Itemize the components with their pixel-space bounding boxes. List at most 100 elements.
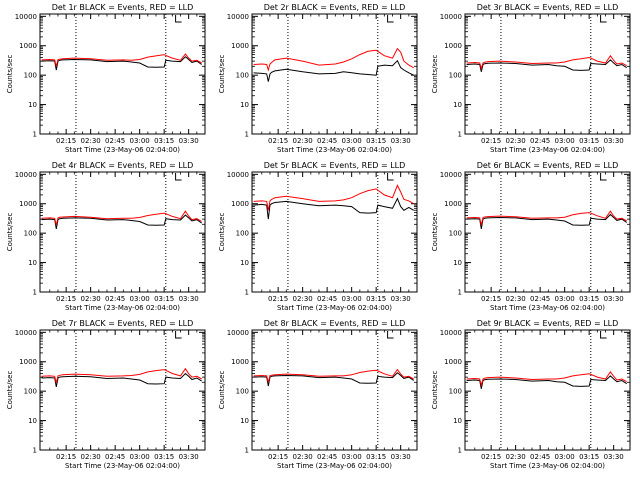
y-axis-label: Counts/sec — [218, 371, 226, 410]
x-axis-label: Start Time (23-May-06 02:04:00) — [490, 146, 605, 154]
y-axis-label: Counts/sec — [6, 371, 14, 410]
y-axis-label: Counts/sec — [431, 55, 439, 94]
y-axis-label: Counts/sec — [218, 55, 226, 94]
series-line-lld — [253, 184, 414, 211]
chart-panel-1: Det 1r BLACK = Events, RED = LLD 1 10 100 10… — [6, 3, 206, 154]
x-tick-label: 03:30 — [604, 295, 624, 303]
bracket-marker — [600, 15, 607, 23]
y-tick-label: 1 — [458, 447, 462, 455]
y-tick-label: 10 — [28, 259, 37, 267]
y-tick-label: 1000 — [444, 358, 462, 366]
x-axis-label: Start Time (23-May-06 02:04:00) — [65, 462, 180, 470]
bracket-marker — [387, 173, 394, 181]
x-axis-label: Start Time (23-May-06 02:04:00) — [277, 304, 392, 312]
y-tick-label: 100 — [449, 72, 462, 80]
x-tick-label: 03:00 — [555, 453, 575, 461]
x-tick-label: 03:15 — [579, 453, 599, 461]
x-tick-label: 02:45 — [317, 453, 337, 461]
plot-frame — [251, 13, 418, 135]
x-tick-label: 02:45 — [530, 453, 550, 461]
y-tick-label: 1 — [458, 289, 462, 297]
y-tick-label: 10000 — [440, 171, 462, 179]
panel-title: Det 7r BLACK = Events, RED = LLD — [52, 319, 194, 328]
y-tick-label: 10000 — [15, 171, 37, 179]
x-tick-label: 03:00 — [342, 137, 362, 145]
y-tick-label: 1000 — [444, 200, 462, 208]
chart-panel-8: Det 8r BLACK = Events, RED = LLD 1 10 100 10… — [218, 319, 418, 470]
y-axis-label: Counts/sec — [6, 213, 14, 252]
y-tick-label: 10 — [240, 417, 249, 425]
series-line-lld — [253, 47, 414, 72]
x-tick-label: 03:30 — [391, 453, 411, 461]
y-tick-label: 10 — [28, 101, 37, 109]
y-tick-label: 10000 — [227, 329, 249, 337]
x-tick-label: 03:15 — [154, 295, 174, 303]
plot-frame — [464, 13, 631, 135]
x-tick-label: 02:45 — [317, 295, 337, 303]
y-tick-label: 1000 — [19, 42, 37, 50]
y-tick-label: 10 — [453, 259, 462, 267]
x-axis-label: Start Time (23-May-06 02:04:00) — [277, 462, 392, 470]
y-tick-label: 1000 — [19, 358, 37, 366]
x-tick-label: 03:15 — [579, 137, 599, 145]
chart-panel-9: Det 9r BLACK = Events, RED = LLD 1 10 100 10… — [431, 319, 631, 470]
x-tick-label: 03:15 — [366, 295, 386, 303]
plot-frame — [464, 171, 631, 293]
bracket-marker — [387, 331, 394, 339]
x-tick-label: 02:30 — [293, 137, 313, 145]
chart-panel-4: Det 4r BLACK = Events, RED = LLD 1 10 100 10… — [6, 161, 206, 312]
plot-frame — [39, 13, 206, 135]
y-tick-label: 1000 — [19, 200, 37, 208]
plot-frame — [251, 329, 418, 451]
chart-panel-6: Det 6r BLACK = Events, RED = LLD 1 10 100 10… — [431, 161, 631, 312]
x-tick-label: 03:00 — [130, 295, 150, 303]
y-tick-label: 1000 — [231, 200, 249, 208]
y-tick-label: 100 — [236, 388, 249, 396]
series-line-lld — [466, 210, 627, 226]
panel-title: Det 2r BLACK = Events, RED = LLD — [264, 3, 406, 12]
panel-title: Det 6r BLACK = Events, RED = LLD — [477, 161, 619, 170]
chart-panel-7: Det 7r BLACK = Events, RED = LLD 1 10 100 10… — [6, 319, 206, 470]
x-tick-label: 02:15 — [268, 453, 288, 461]
y-tick-label: 1 — [245, 131, 249, 139]
x-tick-label: 02:15 — [56, 295, 76, 303]
x-tick-label: 02:30 — [81, 137, 101, 145]
bracket-marker — [387, 15, 394, 23]
y-axis-label: Counts/sec — [218, 213, 226, 252]
series-line-lld — [41, 367, 202, 384]
y-tick-label: 10 — [453, 417, 462, 425]
y-tick-label: 10000 — [440, 13, 462, 21]
y-tick-label: 10000 — [15, 329, 37, 337]
x-tick-label: 02:30 — [293, 295, 313, 303]
x-tick-label: 03:00 — [342, 295, 362, 303]
y-tick-label: 10 — [240, 101, 249, 109]
plot-frame — [464, 329, 631, 451]
series-line-events — [466, 59, 627, 72]
series-line-events — [253, 59, 414, 82]
bracket-marker — [175, 331, 182, 339]
x-tick-label: 02:15 — [481, 137, 501, 145]
x-axis-label: Start Time (23-May-06 02:04:00) — [277, 146, 392, 154]
x-axis-label: Start Time (23-May-06 02:04:00) — [490, 304, 605, 312]
panel-title: Det 4r BLACK = Events, RED = LLD — [52, 161, 194, 170]
x-tick-label: 02:30 — [506, 137, 526, 145]
x-tick-label: 03:30 — [604, 453, 624, 461]
x-tick-label: 02:15 — [56, 453, 76, 461]
panel-title: Det 1r BLACK = Events, RED = LLD — [52, 3, 194, 12]
x-tick-label: 03:15 — [154, 453, 174, 461]
series-line-lld — [466, 54, 627, 71]
x-tick-label: 03:30 — [179, 295, 199, 303]
y-tick-label: 10 — [453, 101, 462, 109]
x-tick-label: 03:00 — [130, 453, 150, 461]
y-tick-label: 10 — [28, 417, 37, 425]
x-tick-label: 03:30 — [391, 295, 411, 303]
plot-frame — [39, 329, 206, 451]
chart-panel-3: Det 3r BLACK = Events, RED = LLD 1 10 100 10… — [431, 3, 631, 154]
plot-frame — [251, 171, 418, 293]
chart-panel-2: Det 2r BLACK = Events, RED = LLD 1 10 100 10… — [218, 3, 418, 154]
x-tick-label: 02:45 — [530, 295, 550, 303]
x-tick-label: 02:30 — [293, 453, 313, 461]
y-tick-label: 100 — [24, 388, 37, 396]
y-tick-label: 1 — [33, 289, 37, 297]
